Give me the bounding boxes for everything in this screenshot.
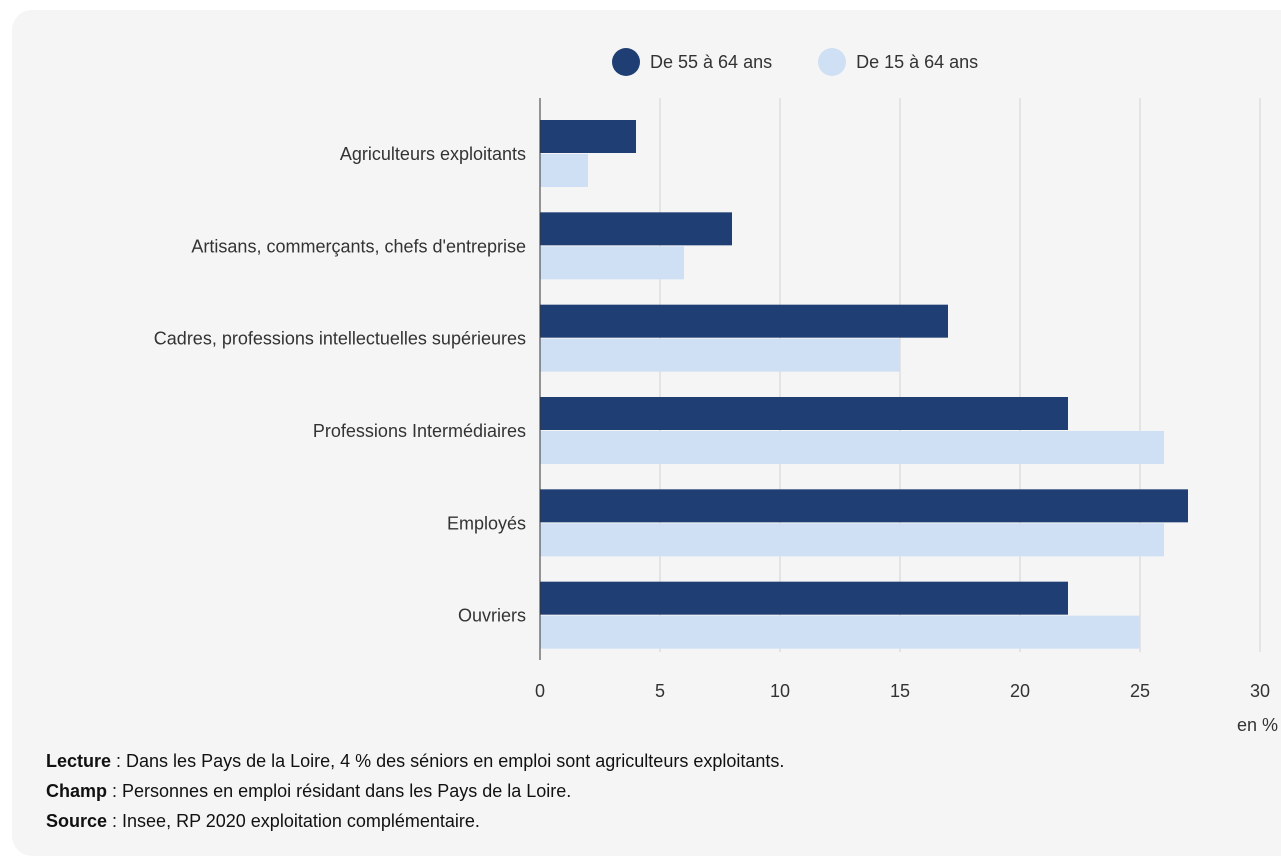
x-tick-label: 30 xyxy=(1250,681,1270,701)
bar-senior xyxy=(540,581,1068,615)
category-label: Cadres, professions intellectuelles supé… xyxy=(154,329,526,349)
category-label: Ouvriers xyxy=(458,606,526,626)
category-label: Professions Intermédiaires xyxy=(313,421,526,441)
note-source: Source : Insee, RP 2020 exploitation com… xyxy=(46,806,784,836)
legend-swatch-senior xyxy=(612,48,640,76)
category-label: Artisans, commerçants, chefs d'entrepris… xyxy=(191,236,526,256)
bar-senior xyxy=(540,397,1068,430)
x-tick-label: 25 xyxy=(1130,681,1150,701)
x-axis-label: en % xyxy=(1237,715,1278,735)
bar-senior xyxy=(540,212,732,246)
legend-item-all[interactable]: De 15 à 64 ans xyxy=(818,48,978,76)
chart-notes: Lecture : Dans les Pays de la Loire, 4 %… xyxy=(46,746,784,836)
note-champ-text: : Personnes en emploi résidant dans les … xyxy=(107,781,572,801)
legend: De 55 à 64 ans De 15 à 64 ans xyxy=(612,48,1024,76)
note-lecture-text: : Dans les Pays de la Loire, 4 % des sén… xyxy=(111,751,785,771)
category-label: Agriculteurs exploitants xyxy=(340,144,526,164)
category-label: Employés xyxy=(447,513,526,533)
x-tick-label: 15 xyxy=(890,681,910,701)
note-champ: Champ : Personnes en emploi résidant dan… xyxy=(46,776,784,806)
x-tick-label: 5 xyxy=(655,681,665,701)
bar-all xyxy=(540,246,684,280)
bar-all xyxy=(540,615,1140,649)
bar-all xyxy=(540,338,900,372)
note-lecture: Lecture : Dans les Pays de la Loire, 4 %… xyxy=(46,746,784,776)
note-source-label: Source xyxy=(46,811,108,831)
x-tick-label: 20 xyxy=(1010,681,1030,701)
legend-label-senior: De 55 à 64 ans xyxy=(650,51,773,72)
x-tick-label: 10 xyxy=(770,681,790,701)
x-tick-label: 0 xyxy=(535,681,545,701)
legend-item-senior[interactable]: De 55 à 64 ans xyxy=(612,48,772,76)
bar-senior xyxy=(540,304,948,338)
bar-senior xyxy=(540,120,636,153)
bar-all xyxy=(540,154,588,187)
bar-all xyxy=(540,523,1164,557)
legend-swatch-all xyxy=(818,48,847,76)
note-lecture-label: Lecture xyxy=(46,751,112,771)
note-source-text: : Insee, RP 2020 exploitation complément… xyxy=(107,811,480,831)
bar-all xyxy=(540,431,1164,464)
note-champ-label: Champ xyxy=(46,781,108,801)
legend-label-all: De 15 à 64 ans xyxy=(856,51,979,72)
bar-senior xyxy=(540,489,1188,523)
